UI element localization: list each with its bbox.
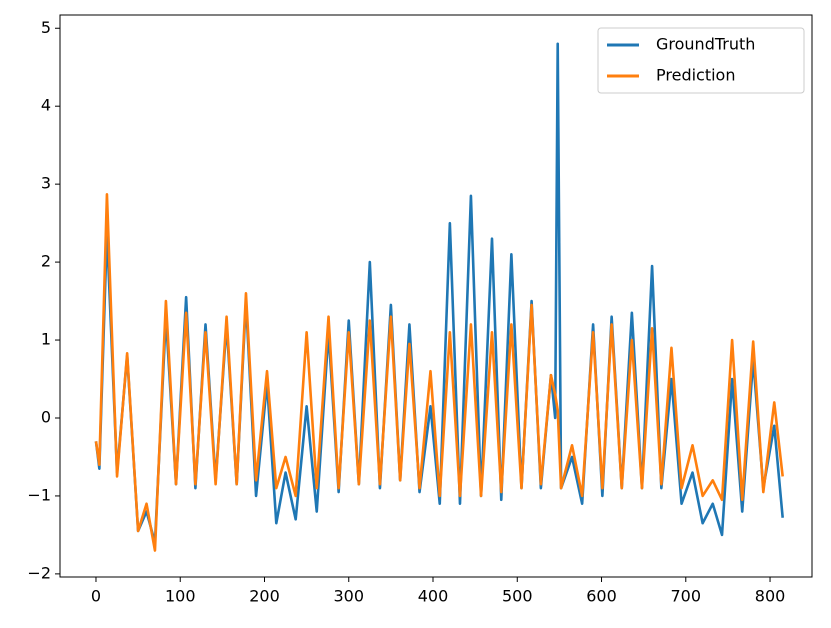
x-tick-label: 600 xyxy=(586,587,617,606)
x-tick-label: 400 xyxy=(418,587,449,606)
y-tick-label: 4 xyxy=(41,96,51,115)
x-tick-label: 0 xyxy=(91,587,101,606)
x-tick-label: 300 xyxy=(333,587,364,606)
y-tick-label: 0 xyxy=(41,407,51,426)
x-tick-label: 100 xyxy=(165,587,196,606)
plot-frame xyxy=(59,14,813,578)
legend-label: Prediction xyxy=(656,66,735,85)
y-tick-label: 1 xyxy=(41,330,51,349)
y-tick-label: 3 xyxy=(41,174,51,193)
y-tick-label: 5 xyxy=(41,18,51,37)
x-tick-label: 500 xyxy=(502,587,533,606)
y-tick-label: −1 xyxy=(27,485,51,504)
x-tick-label: 700 xyxy=(671,587,702,606)
legend-label: GroundTruth xyxy=(656,35,755,54)
y-tick-label: −2 xyxy=(27,563,51,582)
x-tick-label: 200 xyxy=(249,587,280,606)
x-tick-label: 800 xyxy=(755,587,786,606)
series-line xyxy=(94,192,784,552)
legend-box xyxy=(597,27,805,94)
y-tick-label: 2 xyxy=(41,252,51,271)
